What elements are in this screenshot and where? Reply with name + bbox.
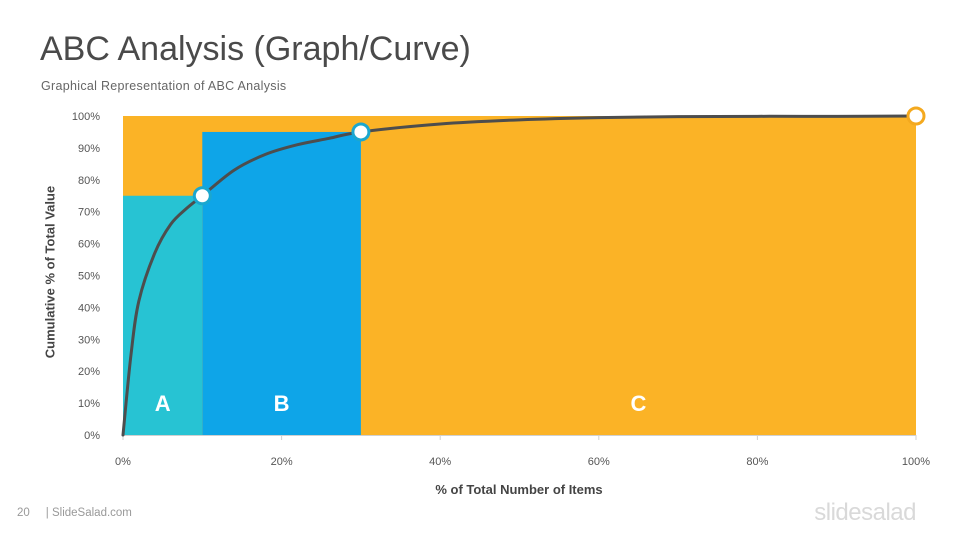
y-tick-label: 30% [78,334,100,346]
curve-marker [192,186,212,206]
curve-marker [351,122,371,142]
region-label-c: C [631,391,647,416]
y-tick-label: 20% [78,366,100,378]
brand-logo: slidesalad [814,499,916,526]
y-tick-label: 40% [78,302,100,314]
x-tick-label: 100% [902,456,930,468]
y-tick-label: 50% [78,271,100,283]
x-axis-label: % of Total Number of Items [435,482,603,497]
x-tick-label: 20% [271,456,293,468]
x-tick-label: 40% [429,456,451,468]
y-tick-label: 70% [78,207,100,219]
curve-layer [121,106,926,437]
y-tick-label: 60% [78,239,100,251]
y-tick-label: 80% [78,175,100,187]
y-tick-label: 100% [72,111,100,123]
curve-marker [906,106,926,126]
slide-title: ABC Analysis (Graph/Curve) [40,30,471,68]
y-tick-label: 90% [78,143,100,155]
region-label-a: A [155,391,171,416]
footer-site: | SlideSalad.com [45,507,132,519]
region-b [202,131,361,435]
y-tick-label: 10% [78,398,100,410]
page-number: 20 [17,507,30,519]
class-labels: A B C [155,391,647,416]
x-tick-label: 0% [115,456,131,468]
y-tick-label: 0% [84,430,100,442]
chart-axes: 0% 20% 40% 60% 80% 100% 0% 10% 20% 30% 40% 50% 60% 70… [72,111,930,468]
slide-footer: 20 | SlideSalad.com [17,507,132,519]
x-tick-label: 60% [588,456,610,468]
x-tick-label: 80% [746,456,768,468]
cumulative-curve [121,114,918,437]
region-label-b: B [274,391,290,416]
y-axis-label: Cumulative % of Total Value [42,185,58,359]
slide-subtitle: Graphical Representation of ABC Analysis [41,79,287,93]
